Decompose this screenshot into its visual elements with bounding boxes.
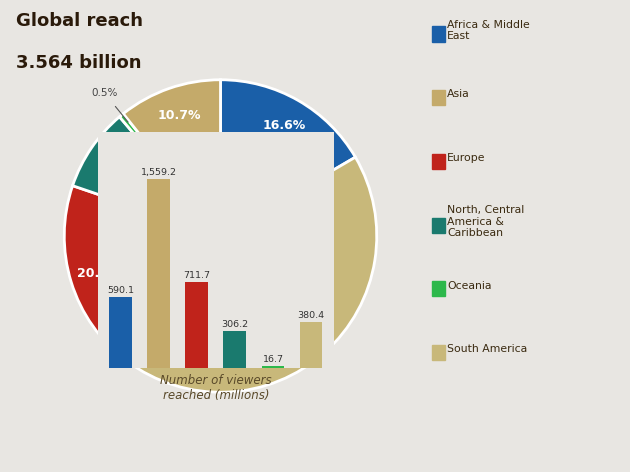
Text: 306.2: 306.2 xyxy=(221,320,248,329)
Text: 43.7%: 43.7% xyxy=(284,325,327,338)
Wedge shape xyxy=(220,80,355,185)
Bar xyxy=(147,179,170,368)
Text: Europe: Europe xyxy=(447,153,486,163)
Text: 20.0%: 20.0% xyxy=(77,267,120,279)
X-axis label: Number of viewers
reached (millions): Number of viewers reached (millions) xyxy=(160,374,272,402)
Text: 380.4: 380.4 xyxy=(297,311,324,320)
Text: 8.6%: 8.6% xyxy=(98,157,133,170)
Bar xyxy=(185,282,208,368)
Text: Oceania: Oceania xyxy=(447,280,492,291)
Bar xyxy=(261,366,284,368)
Text: 711.7: 711.7 xyxy=(183,271,210,280)
Wedge shape xyxy=(72,117,155,203)
Bar xyxy=(109,297,132,368)
Text: 16.7: 16.7 xyxy=(263,355,284,364)
Text: 590.1: 590.1 xyxy=(107,286,134,295)
Text: 10.7%: 10.7% xyxy=(158,109,201,122)
Text: Global reach: Global reach xyxy=(16,12,143,30)
Bar xyxy=(300,322,323,368)
Wedge shape xyxy=(123,80,220,157)
Text: 16.6%: 16.6% xyxy=(262,119,306,132)
Text: North, Central
America &
Caribbean: North, Central America & Caribbean xyxy=(447,205,525,238)
Bar xyxy=(224,331,246,368)
Wedge shape xyxy=(120,114,158,159)
Text: South America: South America xyxy=(447,344,527,354)
Text: 0.5%: 0.5% xyxy=(91,88,118,98)
Wedge shape xyxy=(64,185,159,361)
Wedge shape xyxy=(127,157,377,392)
Text: 3.564 billion: 3.564 billion xyxy=(16,54,141,72)
Text: Asia: Asia xyxy=(447,89,470,100)
Text: Africa & Middle
East: Africa & Middle East xyxy=(447,20,530,42)
Text: 1,559.2: 1,559.2 xyxy=(140,169,176,177)
